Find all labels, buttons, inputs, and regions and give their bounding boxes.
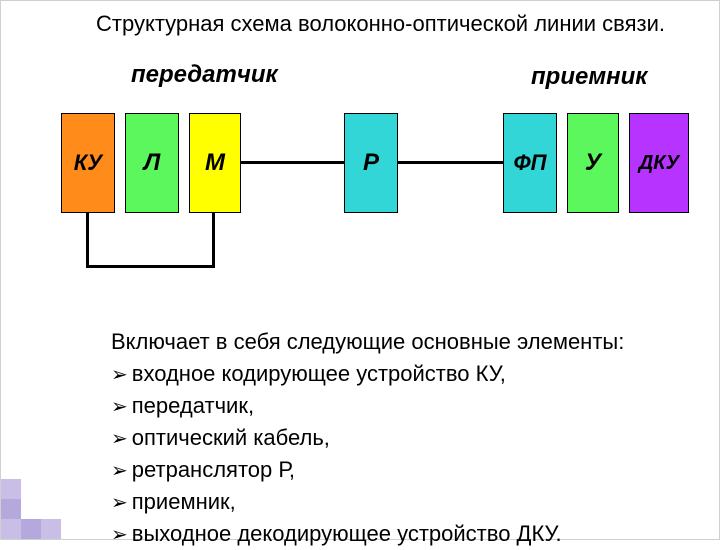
block-dku: ДКУ xyxy=(629,113,689,213)
bullet-item: ➢оптический кабель, xyxy=(111,422,624,454)
block-u: У xyxy=(567,113,619,213)
feedback-bottom xyxy=(86,265,215,268)
corner-decoration xyxy=(1,479,61,539)
receiver-label: приемник xyxy=(531,63,647,91)
bullet-text: выходное декодирующее устройство ДКУ. xyxy=(132,518,562,550)
page-title: Структурная схема волоконно-оптической л… xyxy=(96,11,709,37)
bullet-item: ➢входное кодирующее устройство КУ, xyxy=(111,358,624,390)
bullet-text: ретранслятор Р, xyxy=(132,454,295,486)
bullet-arrow-icon: ➢ xyxy=(111,489,128,518)
bullet-arrow-icon: ➢ xyxy=(111,361,128,390)
bullet-item: ➢передатчик, xyxy=(111,390,624,422)
connector-r-fp xyxy=(398,161,503,164)
bullet-arrow-icon: ➢ xyxy=(111,521,128,550)
bullet-text: входное кодирующее устройство КУ, xyxy=(132,358,506,390)
block-m: М xyxy=(189,113,241,213)
bullet-arrow-icon: ➢ xyxy=(111,425,128,454)
bullet-text: оптический кабель, xyxy=(132,422,330,454)
feedback-right xyxy=(212,213,215,266)
bullet-item: ➢ретранслятор Р, xyxy=(111,454,624,486)
feedback-left xyxy=(86,213,89,266)
block-diagram: КУЛМ Р ФПУДКУ xyxy=(41,113,699,273)
description-intro: Включает в себя следующие основные элеме… xyxy=(111,326,624,358)
bullet-text: приемник, xyxy=(132,486,236,518)
block-fp: ФП xyxy=(503,113,557,213)
block-r: Р xyxy=(344,113,398,213)
description: Включает в себя следующие основные элеме… xyxy=(111,326,624,550)
bullet-item: ➢приемник, xyxy=(111,486,624,518)
bullet-text: передатчик, xyxy=(132,390,254,422)
bullet-item: ➢выходное декодирующее устройство ДКУ. xyxy=(111,518,624,550)
bullet-arrow-icon: ➢ xyxy=(111,457,128,486)
connector-m-r xyxy=(241,161,344,164)
block-l: Л xyxy=(125,113,179,213)
transmitter-label: передатчик xyxy=(131,61,278,89)
block-ku: КУ xyxy=(61,113,115,213)
bullet-arrow-icon: ➢ xyxy=(111,393,128,422)
